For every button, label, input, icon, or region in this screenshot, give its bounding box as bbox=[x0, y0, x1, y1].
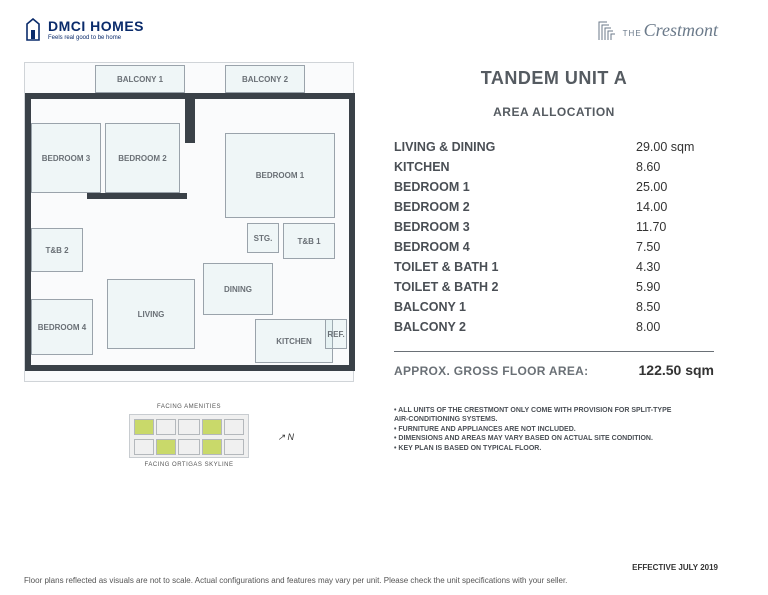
room-label: BEDROOM 2 bbox=[105, 123, 180, 193]
allocation-value: 4.30 bbox=[636, 260, 714, 274]
unit-title: TANDEM UNIT A bbox=[394, 68, 714, 89]
note-line: • DIMENSIONS AND AREAS MAY VARY BASED ON… bbox=[394, 434, 714, 443]
keyplan-label-bottom: FACING ORTIGAS SKYLINE bbox=[24, 462, 354, 468]
allocation-label: BEDROOM 4 bbox=[394, 240, 470, 254]
allocation-row: BALCONY 1 8.50 bbox=[394, 297, 714, 317]
keyplan-cell bbox=[134, 439, 154, 455]
allocation-row: LIVING & DINING 29.00 sqm bbox=[394, 137, 714, 157]
allocation-label: BEDROOM 3 bbox=[394, 220, 470, 234]
room-label: STG. bbox=[247, 223, 279, 253]
allocation-row: TOILET & BATH 1 4.30 bbox=[394, 257, 714, 277]
notes-block: • ALL UNITS OF THE CRESTMONT ONLY COME W… bbox=[394, 406, 714, 453]
allocation-value: 7.50 bbox=[636, 240, 714, 254]
keyplan-cell bbox=[178, 419, 200, 435]
allocation-value: 8.60 bbox=[636, 160, 714, 174]
room-label: T&B 1 bbox=[283, 223, 335, 259]
allocation-row: BEDROOM 2 14.00 bbox=[394, 197, 714, 217]
crestmont-logo-icon bbox=[597, 18, 617, 42]
keyplan-cell bbox=[202, 419, 222, 435]
room-label: REF. bbox=[325, 319, 347, 349]
allocation-row: BALCONY 2 8.00 bbox=[394, 317, 714, 337]
room-label: BEDROOM 3 bbox=[31, 123, 101, 193]
allocation-value: 8.00 bbox=[636, 320, 714, 334]
disclaimer: Floor plans reflected as visuals are not… bbox=[24, 576, 718, 585]
allocation-label: LIVING & DINING bbox=[394, 140, 495, 154]
note-line: AIR-CONDITIONING SYSTEMS. bbox=[394, 415, 714, 424]
wall bbox=[349, 93, 355, 371]
dmci-logo-icon bbox=[24, 18, 42, 42]
company-name: DMCI HOMES bbox=[48, 18, 144, 34]
room-label: BALCONY 2 bbox=[225, 65, 305, 93]
keyplan-label-top: FACING AMENITIES bbox=[24, 404, 354, 410]
keyplan-cell bbox=[156, 439, 176, 455]
wall bbox=[185, 93, 195, 143]
allocation-label: KITCHEN bbox=[394, 160, 450, 174]
wall bbox=[25, 365, 355, 371]
keyplan-cell bbox=[202, 439, 222, 455]
allocation-table: LIVING & DINING 29.00 sqm KITCHEN 8.60 BEDRO… bbox=[394, 137, 714, 337]
keyplan-cell bbox=[134, 419, 154, 435]
allocation-value: 14.00 bbox=[636, 200, 714, 214]
property-name: Crestmont bbox=[644, 20, 718, 41]
floorplan-diagram: BALCONY 1 BALCONY 2 BEDROOM 3BEDROOM 2 BEDR… bbox=[24, 62, 354, 382]
allocation-value: 25.00 bbox=[636, 180, 714, 194]
wall bbox=[87, 193, 187, 199]
allocation-value: 8.50 bbox=[636, 300, 714, 314]
note-line: • ALL UNITS OF THE CRESTMONT ONLY COME W… bbox=[394, 406, 714, 415]
keyplan-cell bbox=[156, 419, 176, 435]
note-line: • KEY PLAN IS BASED ON TYPICAL FLOOR. bbox=[394, 444, 714, 453]
keyplan-diagram bbox=[129, 414, 249, 458]
keyplan-cell bbox=[178, 439, 200, 455]
keyplan-cell bbox=[224, 439, 244, 455]
room-label: T&B 2 bbox=[31, 228, 83, 272]
keyplan: FACING AMENITIES FACING ORTIGAS SKYLINE … bbox=[24, 404, 354, 468]
allocation-row: BEDROOM 3 11.70 bbox=[394, 217, 714, 237]
room-label: KITCHEN bbox=[255, 319, 333, 363]
allocation-value: 11.70 bbox=[636, 220, 714, 234]
gross-area-value: 122.50 sqm bbox=[639, 362, 715, 378]
allocation-label: TOILET & BATH 2 bbox=[394, 280, 498, 294]
room-label: BEDROOM 4 bbox=[31, 299, 93, 355]
divider bbox=[394, 351, 714, 352]
allocation-label: TOILET & BATH 1 bbox=[394, 260, 498, 274]
room-label: LIVING bbox=[107, 279, 195, 349]
allocation-row: KITCHEN 8.60 bbox=[394, 157, 714, 177]
keyplan-cell bbox=[224, 419, 244, 435]
effective-date: EFFECTIVE JULY 2019 bbox=[632, 563, 718, 572]
allocation-value: 5.90 bbox=[636, 280, 714, 294]
allocation-label: BEDROOM 2 bbox=[394, 200, 470, 214]
north-indicator: ↗ N bbox=[277, 432, 294, 443]
allocation-row: TOILET & BATH 2 5.90 bbox=[394, 277, 714, 297]
company-tagline: Feels real good to be home bbox=[48, 35, 144, 41]
allocation-label: BALCONY 1 bbox=[394, 300, 466, 314]
allocation-value: 29.00 sqm bbox=[636, 140, 714, 154]
dmci-logo: DMCI HOMES Feels real good to be home bbox=[24, 18, 144, 42]
note-line: • FURNITURE AND APPLIANCES ARE NOT INCLU… bbox=[394, 425, 714, 434]
area-allocation-title: AREA ALLOCATION bbox=[394, 105, 714, 119]
room-label: BEDROOM 1 bbox=[225, 133, 335, 218]
gross-area-label: APPROX. GROSS FLOOR AREA: bbox=[394, 364, 588, 378]
allocation-label: BALCONY 2 bbox=[394, 320, 466, 334]
room-label: BALCONY 1 bbox=[95, 65, 185, 93]
property-prefix: THE bbox=[623, 29, 642, 38]
crestmont-logo: THE Crestmont bbox=[597, 18, 718, 42]
allocation-label: BEDROOM 1 bbox=[394, 180, 470, 194]
allocation-row: BEDROOM 1 25.00 bbox=[394, 177, 714, 197]
room-label: DINING bbox=[203, 263, 273, 315]
allocation-row: BEDROOM 4 7.50 bbox=[394, 237, 714, 257]
